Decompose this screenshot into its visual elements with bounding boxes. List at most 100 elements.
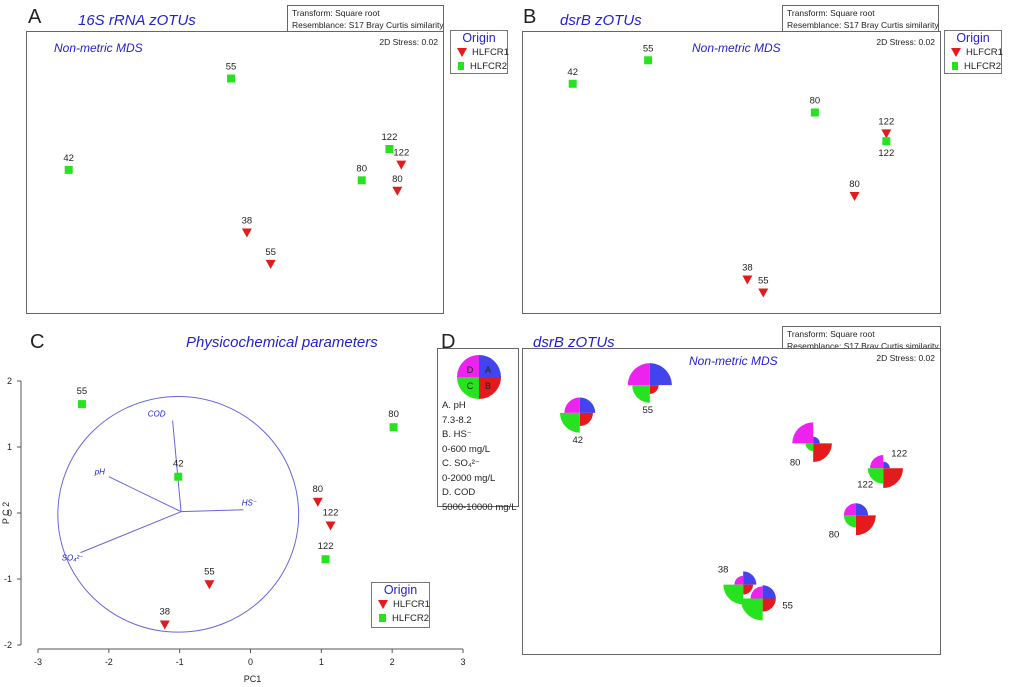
point-label: 38 [242,216,253,227]
pie-quadrant [883,461,890,469]
legend-item-hlfcr1: HLFCR1 [945,45,1003,59]
correlation-circle [57,396,300,633]
y-tick-label: 0 [7,508,12,518]
panel-d-transform-text: Transform: Square root [787,329,875,339]
point-label: 55 [265,247,276,258]
panel-a-letter: A [28,6,42,28]
panel-c-letter: C [30,331,45,353]
y-axis-label: P C 2 [1,502,11,524]
key-line: 7.3-8.2 [442,414,472,426]
legend-title: Origin [383,583,418,597]
point-label: 122 [323,508,339,519]
vector-label: SO₄²⁻ [62,554,84,563]
pie-quadrant [883,468,904,489]
key-line: 5000-10000 mg/L [442,501,517,513]
point-label: 55 [226,62,237,73]
key-line: C. SO₄²⁻ [442,458,480,469]
data-point-triangle [312,497,323,507]
pie-quadrant [559,412,580,433]
point-label: 38 [718,565,729,576]
data-point-square [810,108,819,117]
legend-label: HLFCR1 [472,46,509,58]
point-label: 80 [356,163,367,174]
y-tick-label: 1 [7,442,12,452]
pie-quadrant [870,455,884,469]
panel-b-letter: B [523,6,537,28]
point-label: 80 [849,179,860,190]
data-point-square [174,472,183,481]
panel-b-resemblance-text: Resemblance: S17 Bray Curtis similarity [787,20,939,30]
pie-quadrant [762,585,776,599]
key-line: D. COD [442,487,476,498]
data-point-triangle [204,580,215,590]
panel-c-legend: Origin HLFCR1 HLFCR2 [371,582,430,628]
point-label: 80 [388,409,399,420]
vector-line [172,420,182,512]
panel-a-resemblance-text: Resemblance: S17 Bray Curtis similarity [292,20,444,30]
data-point-triangle [325,521,336,531]
data-point-triangle [396,160,407,170]
pie-quadrant [743,571,757,585]
panel-a-stress: 2D Stress: 0.02 [379,37,438,47]
pie-quadrant [479,377,501,399]
pie-quadrant [734,575,744,585]
x-tick-label: 1 [319,657,324,667]
point-label: 122 [382,132,398,143]
x-tick-label: 3 [460,657,465,667]
key-line: A. pH [442,400,466,411]
data-point-triangle [881,129,892,139]
pie-quadrant [457,355,479,377]
pie-quadrant [564,397,580,413]
panel-d-title: dsrB zOTUs [533,334,615,351]
data-point-square [77,400,86,409]
legend-item-hlfcr2: HLFCR2 [451,59,507,73]
triangle-marker-icon [378,599,388,609]
panel-a-transform-text: Transform: Square root [292,8,380,18]
pie-quadrant [750,586,763,599]
panel-c-title: Physicochemical parameters [186,334,378,351]
pie-quadrant [867,468,884,484]
point-label: 122 [393,148,409,159]
point-label: 42 [573,435,584,446]
data-point-square [644,56,653,65]
point-label: 55 [643,405,654,416]
point-label: 122 [891,448,907,459]
vector-label: COD [148,410,166,419]
x-tick-label: 0 [248,657,253,667]
key-quadrant-letter: C [467,381,474,391]
pie-quadrant [479,355,501,377]
panel-d-mds-label: Non-metric MDS [689,354,778,368]
panel-d-svg: 42 55 80 122 122 80 38 55 [559,363,907,621]
point-label: 38 [742,263,753,274]
point-label: 42 [63,153,74,164]
point-label: 122 [878,116,894,127]
data-point-square [389,423,398,432]
key-quadrant-letter: B [485,381,491,391]
data-point-square [385,145,394,154]
pie-quadrant [843,503,856,516]
key-line: B. HS⁻ [442,429,472,440]
point-label: 122 [857,479,873,490]
data-point-square [882,137,891,146]
pie-quadrant [723,584,744,605]
point-label: 55 [77,386,88,397]
vector-line [108,476,182,513]
pie-key-icon: D A C B [457,355,501,399]
data-point-triangle [742,275,753,285]
x-tick-label: -3 [34,657,42,667]
panel-a-transform-box: Transform: Square root Resemblance: S17 … [287,5,444,33]
square-marker-icon [379,614,387,622]
panel-a-mds-label: Non-metric MDS [54,41,143,55]
pie-quadrant [579,397,596,413]
pie-quadrant [743,584,754,595]
data-point-square [357,176,366,185]
point-label: 80 [313,484,324,495]
panel-b-transform-text: Transform: Square root [787,8,875,18]
panel-b-plot-area: Non-metric MDS 2D Stress: 0.02 122 80 38 55… [522,31,941,314]
pie-quadrant [855,515,876,536]
panel-b-legend: Origin HLFCR1 HLFCR2 [944,30,1003,74]
point-label: 55 [782,600,793,611]
legend-item-hlfcr2: HLFCR2 [945,59,1001,73]
panel-b-points: 122 80 38 55 55 42 80 122 [567,43,894,298]
x-tick-label: 2 [390,657,395,667]
